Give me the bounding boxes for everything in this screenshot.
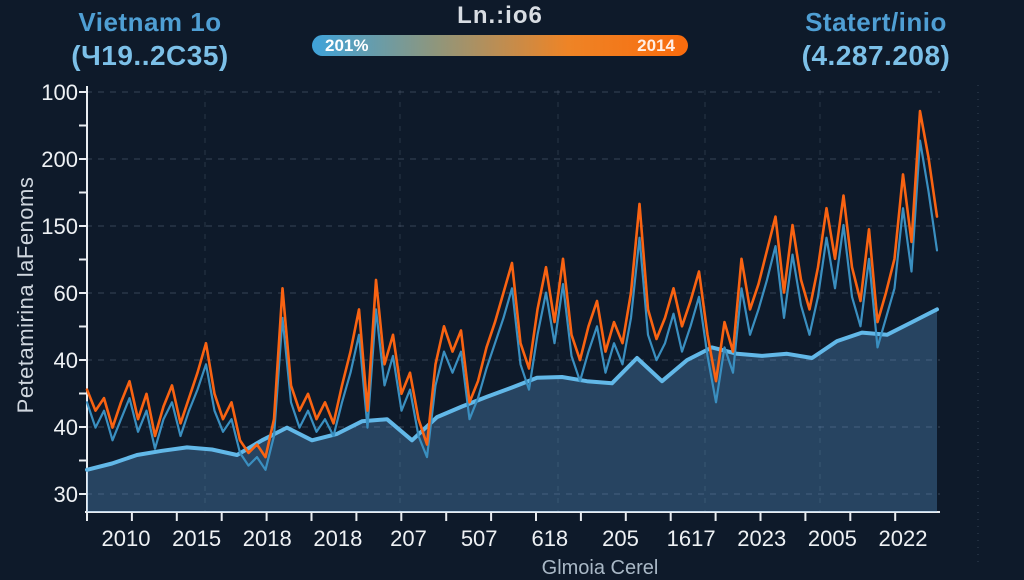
x-tick-label: 207 — [390, 526, 427, 551]
volatile-primary-line — [85, 109, 939, 459]
center-title-block: Ln.:io6 201% 2014 — [312, 2, 688, 56]
left-subtitle: (Ч19..2C35) — [71, 39, 229, 71]
legend-gradient-bar: 201% 2014 — [312, 35, 688, 56]
x-tick-label: 507 — [461, 526, 498, 551]
smooth-trend-line — [85, 307, 939, 472]
y-tick-label: 60 — [54, 281, 78, 306]
x-tick-label: 2018 — [243, 526, 292, 551]
volatile-secondary-line — [85, 139, 939, 471]
right-title: Statert/inio — [805, 7, 947, 37]
area-fill — [87, 309, 937, 512]
left-title-block: Vietnam 1o (Ч19..2C35) — [0, 7, 300, 72]
x-tick-label: 2010 — [102, 526, 151, 551]
x-tick-label: 2005 — [808, 526, 857, 551]
y-tick-label: 40 — [54, 348, 78, 373]
footer-caption: Glmoia Cerel — [541, 557, 659, 579]
x-tick-label: 2022 — [879, 526, 928, 551]
x-tick-label: 2018 — [313, 526, 362, 551]
x-tick-label: 2023 — [737, 526, 786, 551]
left-title: Vietnam 1o — [78, 7, 222, 37]
x-tick-label: 205 — [602, 526, 639, 551]
x-tick-label: 618 — [531, 526, 568, 551]
gradient-right-label: 2014 — [637, 35, 675, 55]
y-tick-label: 30 — [54, 482, 78, 507]
y-tick-label: 100 — [41, 80, 78, 105]
y-tick-label: 200 — [41, 147, 78, 172]
y-tick-label: 150 — [41, 214, 78, 239]
x-tick-label: 1617 — [667, 526, 716, 551]
right-title-block: Statert/inio (4.287.208) — [732, 7, 1020, 72]
x-tick-label: 2015 — [172, 526, 221, 551]
gradient-left-label: 201% — [325, 35, 369, 55]
y-axis-title: Petetamirina laFenoms — [13, 176, 38, 414]
center-title: Ln.:io6 — [457, 2, 543, 29]
right-subtitle: (4.287.208) — [801, 39, 951, 71]
y-tick-label: 40 — [54, 415, 78, 440]
